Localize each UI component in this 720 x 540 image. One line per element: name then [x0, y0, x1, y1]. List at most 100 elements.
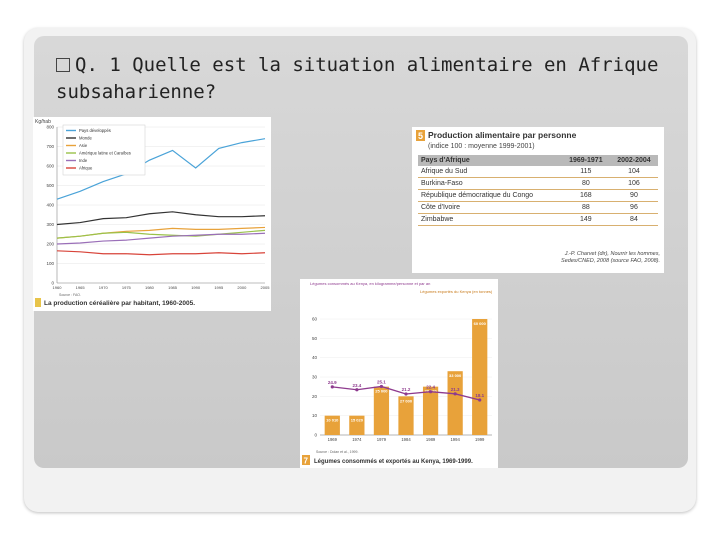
y-tick-label: 60 — [312, 317, 318, 322]
y-tick-label: 800 — [46, 125, 54, 130]
x-tick-label: 1994 — [450, 437, 460, 442]
table-subtitle: (indice 100 : moyenne 1999-2001) — [428, 143, 535, 150]
table-cell: Afrique du Sud — [418, 166, 562, 178]
figure-food-production-table: 5 Production alimentaire par personne (i… — [412, 127, 664, 273]
table-cell: Côte d'Ivoire — [418, 201, 562, 214]
legend-label: Asie — [79, 143, 88, 148]
figure-kenya-vegetables: Légumes consommés au Kenya, en kilogramm… — [300, 279, 498, 468]
figure-number-badge — [302, 455, 310, 465]
point-value-label: 22.4 — [426, 385, 435, 390]
consumption-point — [428, 390, 433, 394]
figure-caption: Légumes consommés et exportés au Kenya, … — [314, 459, 473, 465]
x-tick-label: 1980 — [145, 285, 155, 290]
export-bar — [398, 396, 414, 435]
figure-number-badge — [416, 130, 425, 141]
legend-consumption: Légumes consommés au Kenya, en kilogramm… — [310, 281, 430, 286]
y-tick-label: 500 — [46, 183, 54, 188]
legend-label: Monde — [79, 136, 92, 141]
y-tick-label: 50 — [312, 336, 318, 341]
consumption-point — [330, 385, 334, 389]
column-header: 2002-2004 — [609, 155, 658, 166]
y-tick-label: 300 — [46, 222, 54, 227]
bar-value-label: 60 000 — [474, 321, 487, 326]
bar-value-label: 27 000 — [400, 398, 413, 403]
table-cell: 168 — [561, 189, 610, 202]
series-line — [56, 211, 266, 226]
figure-number: 5 — [418, 131, 423, 141]
question-text: Q. 1 Quelle est la situation alimentaire… — [56, 54, 659, 103]
point-value-label: 24.9 — [328, 380, 337, 385]
x-tick-label: 2000 — [237, 285, 247, 290]
table-row: Burkina-Faso 80 106 — [418, 177, 658, 190]
table-cell: 88 — [561, 201, 610, 214]
figure-source: Source : Dolan et al., 1999. — [316, 450, 358, 454]
figure-number-badge — [35, 298, 41, 307]
point-value-label: 25.1 — [377, 379, 386, 384]
series-line — [56, 229, 266, 239]
table-cell: Zimbabwe — [418, 213, 562, 226]
export-bar — [349, 415, 365, 435]
table-row: République démocratique du Congo 168 90 — [418, 189, 658, 202]
series-line — [56, 232, 266, 245]
export-bar — [422, 386, 439, 435]
y-tick-label: 100 — [46, 261, 54, 266]
cereal-line-chart: Kg/hab 0 100 200 300 400 500 600 700 800 1960 1965… — [35, 119, 271, 307]
figure-number: 7 — [304, 457, 309, 466]
x-tick-label: 1990 — [191, 285, 201, 290]
table-source: J.-P. Charvet (dir), Nourrir les hommes,… — [561, 251, 660, 264]
x-tick-label: 2005 — [261, 285, 271, 290]
table-cell: 149 — [561, 213, 610, 226]
table-row: Afrique du Sud 115 104 — [418, 166, 658, 178]
table-cell: 106 — [609, 177, 658, 190]
bar-value-label: 33 000 — [449, 373, 462, 378]
legend-exports: Légumes exportés du Kenya (en tonnes) — [420, 289, 493, 294]
point-value-label: 21.2 — [402, 387, 411, 392]
table-row: Zimbabwe 149 84 — [418, 213, 658, 226]
question-text-block: Q. 1 Quelle est la situation alimentaire… — [56, 52, 696, 106]
export-bar — [373, 386, 390, 435]
table-cell: 115 — [561, 166, 610, 178]
table-cell: 90 — [609, 189, 658, 202]
y-tick-label: 400 — [46, 203, 54, 208]
consumption-point — [453, 392, 457, 396]
consumption-point — [355, 388, 359, 392]
x-tick-label: 1985 — [168, 285, 178, 290]
table-cell: République démocratique du Congo — [418, 189, 562, 202]
column-header: 1969-1971 — [561, 155, 610, 166]
y-tick-label: 700 — [46, 144, 54, 149]
x-tick-label: 1960 — [53, 285, 63, 290]
table-header-graphic: 5 Production alimentaire par personne (i… — [416, 130, 577, 150]
y-tick-label: 0 — [314, 433, 317, 438]
bar-value-label: 25 000 — [375, 389, 388, 394]
table-cell: 80 — [561, 177, 610, 190]
checkbox-bullet-icon — [56, 58, 70, 72]
table-header-row: Pays d'Afrique 1969-1971 2002-2004 — [418, 155, 658, 166]
kenya-bar-line-chart: Légumes consommés au Kenya, en kilogramm… — [302, 281, 493, 466]
x-tick-label: 1999 — [475, 437, 485, 442]
series-line — [56, 138, 266, 200]
figure-caption: La production céréalière par habitant, 1… — [44, 300, 195, 307]
export-bar — [447, 371, 463, 435]
export-bar — [324, 415, 340, 435]
consumption-point — [478, 398, 482, 402]
y-tick-label: 200 — [46, 242, 54, 247]
y-tick-label: 20 — [312, 394, 318, 399]
y-tick-label: 600 — [46, 164, 54, 169]
consumption-point — [404, 392, 408, 396]
x-tick-label: 1975 — [122, 285, 132, 290]
legend-label: Inde — [79, 158, 88, 163]
column-header: Pays d'Afrique — [418, 155, 562, 166]
table-title: Production alimentaire par personne — [428, 130, 577, 140]
table-cell: 84 — [609, 213, 658, 226]
table-cell: 96 — [609, 201, 658, 214]
table-cell: Burkina-Faso — [418, 177, 562, 190]
point-value-label: 21.3 — [451, 387, 460, 392]
point-value-label: 23.4 — [352, 383, 361, 388]
x-tick-label: 1984 — [401, 437, 411, 442]
series-line — [56, 250, 266, 256]
x-tick-label: 1970 — [99, 285, 109, 290]
y-tick-label: 40 — [312, 355, 318, 360]
point-value-label: 18.1 — [475, 393, 484, 398]
figure-cereal-production: Kg/hab 0 100 200 300 400 500 600 700 800 1960 1965… — [33, 117, 271, 311]
legend-label: Afrique — [79, 166, 93, 171]
